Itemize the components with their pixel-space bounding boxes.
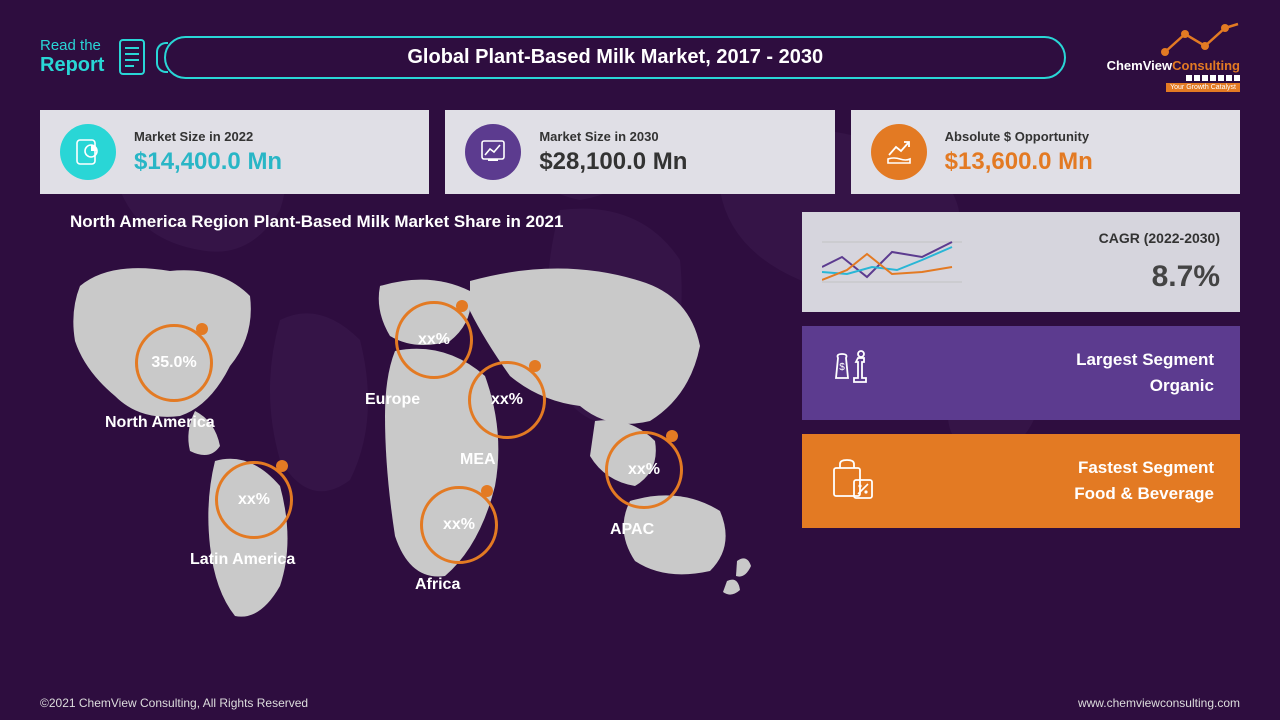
kpi-value: $13,600.0 Mn (945, 148, 1093, 176)
region-bubble: xx% (215, 461, 293, 539)
kpi-card: Absolute $ Opportunity $13,600.0 Mn (851, 110, 1240, 194)
brand-logo: ChemViewConsulting Your Growth Catalyst (1080, 22, 1240, 92)
region-label: APAC (610, 521, 654, 539)
cagr-line-chart (822, 232, 962, 292)
segment-title: Fastest Segment (906, 458, 1214, 478)
region-bubble: xx% (468, 361, 546, 439)
region-label: Latin America (190, 551, 295, 569)
copyright-text: ©2021 ChemView Consulting, All Rights Re… (40, 696, 308, 710)
region-label: MEA (460, 451, 496, 469)
cagr-label: CAGR (2022-2030) (982, 230, 1220, 246)
region-bubble: xx% (420, 486, 498, 564)
kpi-row: Market Size in 2022 $14,400.0 Mn Market … (40, 110, 1240, 194)
svg-text:$: $ (839, 362, 845, 373)
kpi-value: $28,100.0 Mn (539, 148, 687, 176)
region-label: Europe (365, 391, 420, 409)
region-bubble: 35.0% (135, 324, 213, 402)
bag-discount-icon (828, 454, 882, 508)
region-bubble: xx% (395, 301, 473, 379)
segment-card: $ Largest Segment Organic (802, 326, 1240, 420)
kpi-label: Market Size in 2030 (539, 129, 687, 144)
logo-text: ChemViewConsulting (1107, 58, 1240, 73)
segment-card: Fastest Segment Food & Beverage (802, 434, 1240, 528)
report-pie-icon (60, 124, 116, 180)
segment-value: Food & Beverage (906, 484, 1214, 504)
region-label: North America (105, 414, 215, 432)
map-title: North America Region Plant-Based Milk Ma… (40, 212, 784, 232)
cagr-value: 8.7% (982, 260, 1220, 294)
footer: ©2021 ChemView Consulting, All Rights Re… (40, 696, 1240, 710)
website-text: www.chemviewconsulting.com (1078, 696, 1240, 710)
segment-value: Organic (906, 376, 1214, 396)
side-section: CAGR (2022-2030) 8.7% $ Largest Segment … (802, 212, 1240, 626)
world-map: 35.0% North America xx% Latin America xx% Eur… (40, 246, 784, 626)
logo-bars-icon (1186, 75, 1240, 81)
kpi-label: Absolute $ Opportunity (945, 129, 1093, 144)
read-text: Read the (40, 38, 104, 55)
growth-hand-icon (871, 124, 927, 180)
header: Read the Report Global Plant-Based Milk … (40, 22, 1240, 92)
kpi-card: Market Size in 2030 $28,100.0 Mn (445, 110, 834, 194)
kpi-value: $14,400.0 Mn (134, 148, 282, 176)
logo-tagline: Your Growth Catalyst (1166, 83, 1240, 92)
document-icon (118, 38, 150, 76)
page-title: Global Plant-Based Milk Market, 2017 - 2… (164, 36, 1066, 79)
report-text: Report (40, 54, 104, 76)
title-text: Global Plant-Based Milk Market, 2017 - 2… (407, 46, 823, 69)
region-bubble: xx% (605, 431, 683, 509)
segment-title: Largest Segment (906, 350, 1214, 370)
cagr-card: CAGR (2022-2030) 8.7% (802, 212, 1240, 312)
projection-icon (465, 124, 521, 180)
logo-chart-icon (1160, 22, 1240, 58)
region-label: Africa (415, 576, 460, 594)
read-report-label[interactable]: Read the Report (40, 38, 104, 77)
map-section: North America Region Plant-Based Milk Ma… (40, 212, 784, 626)
kpi-card: Market Size in 2022 $14,400.0 Mn (40, 110, 429, 194)
money-chess-icon: $ (828, 346, 882, 400)
kpi-label: Market Size in 2022 (134, 129, 282, 144)
